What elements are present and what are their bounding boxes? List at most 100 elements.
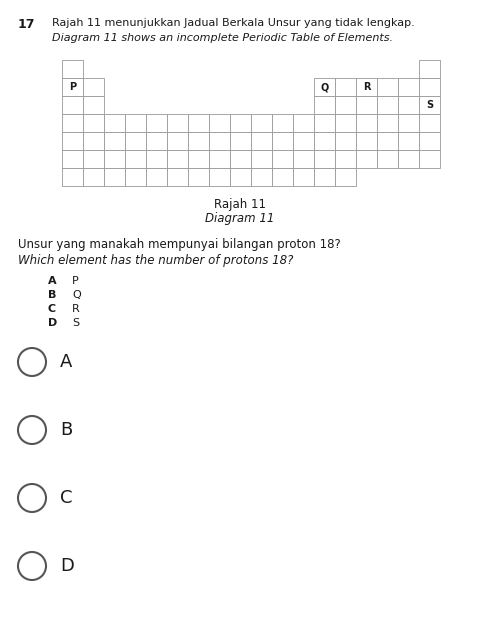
Bar (62, 150, 83, 168)
Bar (62, 60, 83, 78)
Text: 17: 17 (18, 18, 36, 31)
Bar (335, 168, 356, 186)
Text: S: S (72, 318, 79, 328)
Text: Rajah 11 menunjukkan Jadual Berkala Unsur yang tidak lengkap.: Rajah 11 menunjukkan Jadual Berkala Unsu… (52, 18, 415, 28)
Bar (272, 150, 293, 168)
Bar (356, 78, 377, 96)
Bar (419, 78, 440, 96)
Bar (104, 114, 125, 132)
Bar (251, 114, 272, 132)
Bar (125, 168, 146, 186)
Text: A: A (60, 353, 72, 371)
Text: B: B (60, 421, 72, 439)
Text: Diagram 11 shows an incomplete Periodic Table of Elements.: Diagram 11 shows an incomplete Periodic … (52, 33, 393, 43)
Bar (398, 96, 419, 114)
Bar (230, 150, 251, 168)
Bar (377, 132, 398, 150)
Bar (125, 150, 146, 168)
Bar (125, 114, 146, 132)
Bar (83, 168, 104, 186)
Bar (419, 114, 440, 132)
Bar (83, 96, 104, 114)
Bar (335, 78, 356, 96)
Bar (314, 96, 335, 114)
Bar (419, 150, 440, 168)
Bar (419, 132, 440, 150)
Bar (398, 114, 419, 132)
Bar (209, 114, 230, 132)
Bar (398, 78, 419, 96)
Bar (356, 132, 377, 150)
Bar (83, 114, 104, 132)
Text: Unsur yang manakah mempunyai bilangan proton 18?: Unsur yang manakah mempunyai bilangan pr… (18, 238, 341, 251)
Bar (188, 114, 209, 132)
Bar (251, 132, 272, 150)
Bar (356, 114, 377, 132)
Bar (335, 96, 356, 114)
Bar (62, 78, 83, 96)
Bar (104, 168, 125, 186)
Text: D: D (48, 318, 57, 328)
Bar (146, 114, 167, 132)
Bar (314, 168, 335, 186)
Text: S: S (426, 100, 433, 110)
Text: P: P (69, 82, 76, 92)
Bar (419, 96, 440, 114)
Bar (104, 150, 125, 168)
Text: C: C (48, 304, 56, 314)
Bar (314, 114, 335, 132)
Bar (314, 132, 335, 150)
Bar (209, 150, 230, 168)
Bar (398, 132, 419, 150)
Bar (314, 78, 335, 96)
Bar (251, 168, 272, 186)
Bar (209, 168, 230, 186)
Bar (62, 132, 83, 150)
Bar (62, 96, 83, 114)
Bar (272, 168, 293, 186)
Bar (167, 132, 188, 150)
Bar (272, 114, 293, 132)
Bar (293, 132, 314, 150)
Bar (62, 168, 83, 186)
Text: Q: Q (320, 82, 329, 92)
Bar (104, 132, 125, 150)
Bar (188, 168, 209, 186)
Bar (314, 150, 335, 168)
Bar (272, 132, 293, 150)
Bar (356, 150, 377, 168)
Bar (167, 168, 188, 186)
Bar (377, 96, 398, 114)
Bar (335, 132, 356, 150)
Text: Q: Q (72, 290, 81, 300)
Bar (167, 150, 188, 168)
Bar (83, 78, 104, 96)
Text: Which element has the number of protons 18?: Which element has the number of protons … (18, 254, 293, 267)
Bar (398, 150, 419, 168)
Text: R: R (72, 304, 80, 314)
Bar (377, 150, 398, 168)
Text: P: P (72, 276, 79, 286)
Bar (188, 150, 209, 168)
Text: Diagram 11: Diagram 11 (205, 212, 275, 225)
Bar (293, 150, 314, 168)
Bar (146, 168, 167, 186)
Bar (83, 132, 104, 150)
Bar (356, 96, 377, 114)
Bar (377, 114, 398, 132)
Bar (377, 78, 398, 96)
Text: D: D (60, 557, 74, 575)
Text: B: B (48, 290, 56, 300)
Bar (293, 168, 314, 186)
Bar (230, 168, 251, 186)
Bar (146, 150, 167, 168)
Bar (419, 60, 440, 78)
Bar (335, 114, 356, 132)
Text: A: A (48, 276, 57, 286)
Text: Rajah 11: Rajah 11 (214, 198, 266, 211)
Bar (167, 114, 188, 132)
Bar (293, 114, 314, 132)
Bar (188, 132, 209, 150)
Bar (230, 132, 251, 150)
Text: C: C (60, 489, 72, 507)
